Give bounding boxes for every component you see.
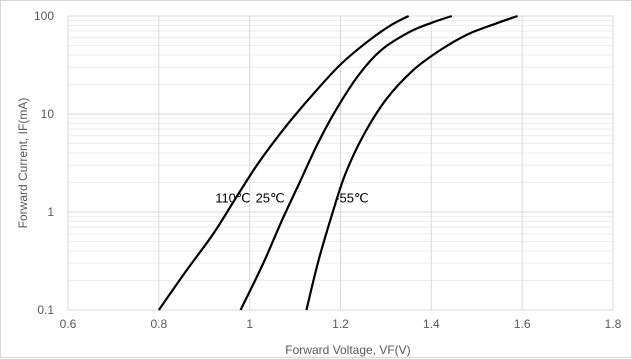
x-tick-label: 1.8 <box>605 317 622 331</box>
series-label: 25℃ <box>256 191 285 206</box>
grid <box>67 15 614 311</box>
x-tick-labels: 0.6 0.8 1 1.2 1.4 1.6 1.8 <box>60 317 622 331</box>
x-tick-label: 1 <box>246 317 253 331</box>
y-tick-labels: 0.1 1 10 100 <box>34 9 54 317</box>
curve-labels: 110℃ 25℃ -55℃ <box>215 191 368 206</box>
curves <box>157 14 518 311</box>
y-axis-title: Forward Current, IF(mA) <box>16 98 30 229</box>
x-tick-label: 0.6 <box>60 317 77 331</box>
y-tick-label: 1 <box>47 205 54 219</box>
series-line-2 <box>305 14 518 311</box>
series-label: 110℃ <box>215 191 250 206</box>
series-line-1 <box>239 14 453 311</box>
y-tick-label: 10 <box>41 107 55 121</box>
x-tick-label: 1.2 <box>332 317 349 331</box>
series-label: -55℃ <box>335 191 368 206</box>
x-axis-title: Forward Voltage, VF(V) <box>285 343 410 357</box>
x-tick-label: 0.8 <box>150 317 167 331</box>
y-tick-label: 0.1 <box>37 303 54 317</box>
x-tick-label: 1.6 <box>514 317 531 331</box>
x-tick-label: 1.4 <box>423 317 440 331</box>
y-tick-label: 100 <box>34 9 54 23</box>
series-line-0 <box>157 15 410 311</box>
